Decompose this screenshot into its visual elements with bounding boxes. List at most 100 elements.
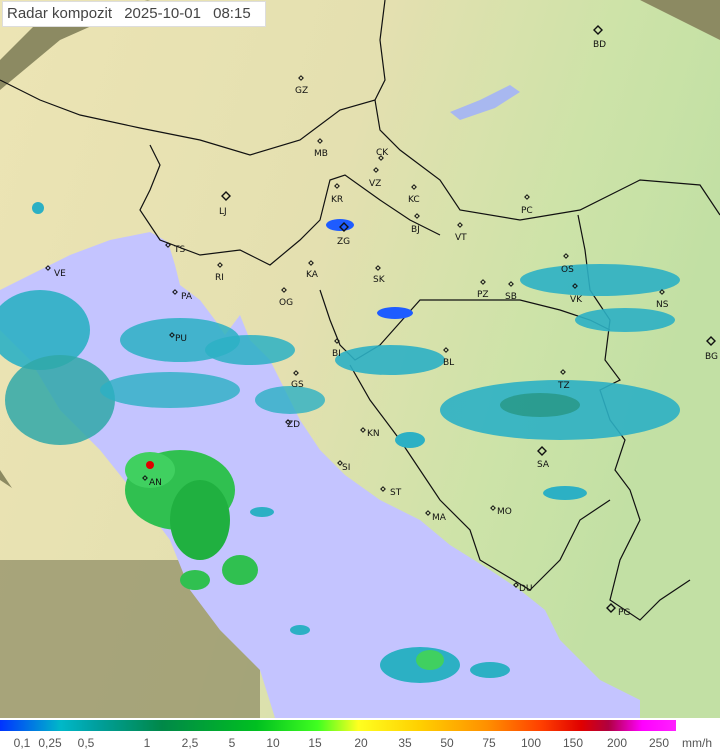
city-pg: PG	[606, 603, 630, 618]
rain-echoes	[0, 202, 680, 683]
legend-labels: 0,1 0,25 0,5 1 2,5 5 10 15 20 35 50 75 100 150 200 250 m…	[0, 734, 720, 750]
city-marker-icon	[360, 427, 366, 433]
city-label: ZD	[287, 420, 300, 430]
legend-label: 75	[482, 736, 496, 750]
city-marker-icon	[165, 242, 171, 248]
city-sk: SK	[373, 265, 386, 285]
city-marker-icon	[659, 289, 665, 295]
city-marker-icon	[375, 265, 381, 271]
city-label: MA	[432, 513, 447, 523]
capital-marker-icon	[339, 222, 349, 232]
city-label: BL	[443, 358, 454, 368]
city-label: DU	[519, 584, 533, 594]
city-label: SB	[505, 292, 517, 302]
city-mb: MB	[314, 138, 328, 159]
city-marker-icon	[45, 265, 51, 271]
city-label: CK	[376, 148, 389, 158]
city-label: PC	[521, 206, 533, 216]
legend-label: 10	[266, 736, 280, 750]
legend-unit: mm/h	[682, 736, 712, 750]
legend-label: 150	[562, 736, 584, 750]
legend-label: 0,5	[77, 736, 95, 750]
city-label: TZ	[557, 381, 570, 391]
city-og: OG	[279, 287, 293, 308]
city-kr: KR	[331, 183, 343, 205]
city-label: ST	[390, 488, 402, 498]
legend-label: 1	[143, 736, 151, 750]
city-pu: PU	[169, 332, 187, 344]
city-label: MO	[497, 507, 512, 517]
city-marker-icon	[172, 289, 178, 295]
map-title: Radar kompozit 2025-10-01 08:15	[2, 1, 266, 27]
city-marker-icon	[411, 184, 417, 190]
capital-marker-icon	[593, 25, 603, 35]
city-os: OS	[561, 253, 574, 275]
legend-label: 5	[228, 736, 236, 750]
legend-label: 0,25	[38, 736, 62, 750]
city-label: MB	[314, 149, 328, 159]
capital-marker-icon	[606, 603, 616, 613]
city-label: VK	[570, 295, 583, 305]
city-label: BG	[705, 352, 718, 362]
city-label: VT	[455, 233, 467, 243]
city-marker-icon	[480, 279, 486, 285]
city-marker-icon	[337, 460, 343, 466]
city-label: AN	[149, 478, 162, 488]
city-kn: KN	[360, 427, 380, 439]
city-marker-icon	[373, 167, 379, 173]
city-marker-icon	[281, 287, 287, 293]
city-label: OS	[561, 265, 574, 275]
city-label: BD	[593, 40, 606, 50]
city-tz: TZ	[557, 369, 570, 391]
city-sa: SA	[537, 446, 550, 470]
city-label: BI	[332, 349, 341, 359]
city-label: KC	[408, 195, 420, 205]
city-zd: ZD	[285, 419, 300, 430]
city-marker-icon	[513, 582, 519, 588]
city-pa: PA	[172, 289, 193, 302]
legend-label: 2,5	[181, 736, 199, 750]
city-marker-icon	[490, 505, 496, 511]
city-ck: CK	[376, 148, 389, 161]
legend-label: 250	[648, 736, 670, 750]
city-marker-icon	[169, 332, 175, 338]
city-label: KR	[331, 195, 343, 205]
city-marker-icon	[298, 75, 304, 81]
legend-label: 100	[520, 736, 542, 750]
city-bi: BI	[332, 338, 341, 359]
city-label: VE	[54, 269, 66, 279]
city-marker-icon	[308, 260, 314, 266]
capital-marker-icon	[706, 336, 716, 346]
title-date: 2025-10-01	[124, 5, 201, 22]
city-bl: BL	[443, 347, 454, 368]
city-gs: GS	[291, 370, 304, 390]
city-sb: SB	[505, 281, 517, 302]
capital-marker-icon	[221, 191, 231, 201]
city-label: RI	[215, 273, 224, 283]
city-marker-icon	[425, 510, 431, 516]
legend-label: 15	[308, 736, 322, 750]
city-kc: KC	[408, 184, 420, 205]
city-marker-icon	[285, 419, 291, 425]
city-ri: RI	[215, 262, 224, 283]
city-bj: BJ	[411, 213, 420, 235]
city-marker-icon	[508, 281, 514, 287]
city-du: DU	[513, 582, 533, 594]
city-markers: BD GZ MB CK VZ KR KC LJ PC ZG BJ VT TS VE RI KA SK OS PA OG…	[45, 25, 718, 618]
city-label: GS	[291, 380, 304, 390]
city-marker-icon	[443, 347, 449, 353]
legend-color-scale	[0, 720, 676, 731]
city-ka: KA	[306, 260, 319, 280]
city-label: OG	[279, 298, 293, 308]
city-st: ST	[380, 486, 402, 498]
capital-marker-icon	[537, 446, 547, 456]
city-label: GZ	[295, 86, 308, 96]
city-an: AN	[142, 475, 162, 488]
city-marker-icon	[378, 155, 384, 161]
legend-label: 35	[398, 736, 412, 750]
city-label: SA	[537, 460, 550, 470]
city-label: TS	[173, 245, 185, 255]
city-label: KA	[306, 270, 319, 280]
city-bd: BD	[593, 25, 606, 50]
city-vz: VZ	[369, 167, 381, 189]
